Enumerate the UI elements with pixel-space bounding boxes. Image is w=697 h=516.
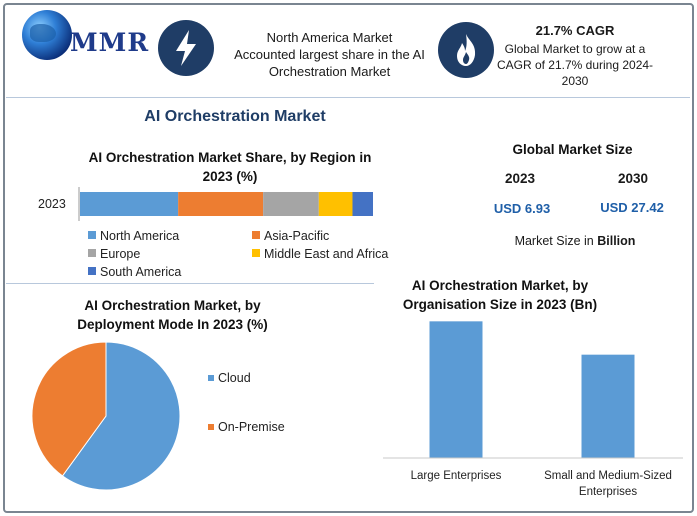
cagr-title: 21.7% CAGR	[535, 23, 615, 38]
market-year-2023: 2023	[504, 171, 536, 186]
region-title-line: 2023 (%)	[202, 169, 258, 184]
cagr-line: 2030	[561, 74, 589, 88]
deployment-title-line: AI Orchestration Market, by	[84, 298, 261, 313]
region-line: Accounted largest share in the AI	[234, 47, 425, 62]
pie-slice-cloud	[61, 341, 181, 491]
legend-label: Europe	[100, 247, 141, 261]
mid-divider	[6, 283, 374, 284]
org-bars	[429, 321, 635, 458]
legend-swatch	[88, 231, 96, 239]
deployment-chart-title: AI Orchestration Market, by Deployment M…	[40, 296, 305, 334]
region-line: North America Market	[266, 30, 393, 45]
region-bar-europe	[263, 192, 319, 216]
market-value-2023: USD 6.93	[493, 201, 551, 216]
brand-logo: MMR	[70, 28, 150, 57]
pie-legend-cloud: Cloud	[218, 371, 251, 385]
region-bar-asia-pacific	[178, 192, 264, 216]
region-bar-south-america	[352, 192, 373, 216]
legend-label: Asia-Pacific	[264, 229, 330, 243]
legend-swatch	[252, 249, 260, 257]
legend-label: North America	[100, 229, 180, 243]
legend-swatch	[252, 231, 260, 239]
pie-legend-on-premise: On-Premise	[218, 420, 285, 434]
market-note-unit: Billion	[597, 234, 636, 248]
pie-slices	[31, 341, 181, 491]
org-category-label: Small and Medium-Sized	[544, 470, 672, 482]
flame-icon	[438, 22, 494, 78]
org-labels: Large Enterprises Small and Medium-Sized E…	[411, 470, 672, 498]
org-title-line: Organisation Size in 2023 (Bn)	[402, 297, 598, 312]
region-chart-title: AI Orchestration Market Share, by Region…	[60, 148, 400, 186]
region-bars	[80, 192, 373, 216]
legend-item-south-america: South America	[88, 265, 181, 279]
region-title-line: AI Orchestration Market Share, by Region…	[88, 150, 372, 165]
org-category-label: Enterprises	[579, 486, 637, 498]
legend-item-europe: Europe	[88, 247, 140, 261]
region-bar-middle-east-and-africa	[318, 192, 353, 216]
cagr-highlight-text: 21.7% CAGR Global Market to grow at a CA…	[490, 22, 660, 89]
org-category-label: Large Enterprises	[411, 470, 502, 482]
org-bar-small-and-medium-sized	[581, 354, 635, 458]
header-divider	[6, 97, 690, 98]
pie-legend-swatch	[208, 424, 214, 430]
region-stacked-bar-chart: 2023	[38, 187, 373, 221]
pie-legend-swatch	[208, 375, 214, 381]
region-bar-north-america	[80, 192, 179, 216]
deployment-pie-chart: Cloud On-Premise	[31, 341, 285, 491]
market-value-2030: USD 27.42	[600, 200, 664, 215]
market-year-2030: 2030	[617, 171, 649, 186]
org-size-chart-title: AI Orchestration Market, by Organisation…	[380, 276, 620, 314]
cagr-line: Global Market to grow at a	[504, 42, 646, 56]
market-size-note: Market Size in Billion	[495, 234, 655, 248]
legend-swatch	[88, 267, 96, 275]
lightning-bolt-icon	[158, 20, 214, 76]
org-size-bar-chart: Large Enterprises Small and Medium-Sized E…	[383, 321, 683, 498]
deployment-title-line: Deployment Mode In 2023 (%)	[77, 317, 268, 332]
legend-label: Middle East and Africa	[264, 247, 389, 261]
region-line: Orchestration Market	[268, 64, 391, 79]
market-note-prefix: Market Size in	[514, 234, 598, 248]
market-size-title: Global Market Size	[512, 142, 633, 157]
cagr-line: CAGR of 21.7% during 2024-	[496, 58, 654, 72]
legend-item-north-america: North America	[88, 229, 179, 243]
pie-legend: Cloud On-Premise	[208, 371, 285, 434]
region-highlight-text: North America Market Accounted largest s…	[212, 29, 447, 80]
region-category-label: 2023	[38, 197, 66, 211]
main-title: AI Orchestration Market	[144, 108, 326, 125]
org-bar-large-enterprises	[429, 321, 483, 458]
legend-item-middle-east-and-africa: Middle East and Africa	[252, 247, 388, 261]
legend-item-asia-pacific: Asia-Pacific	[252, 229, 329, 243]
legend-swatch	[88, 249, 96, 257]
legend-label: South America	[100, 265, 182, 279]
org-title-line: AI Orchestration Market, by	[411, 278, 589, 293]
globe-logo-icon	[22, 10, 72, 60]
pie-slice-on-premise	[31, 341, 107, 477]
